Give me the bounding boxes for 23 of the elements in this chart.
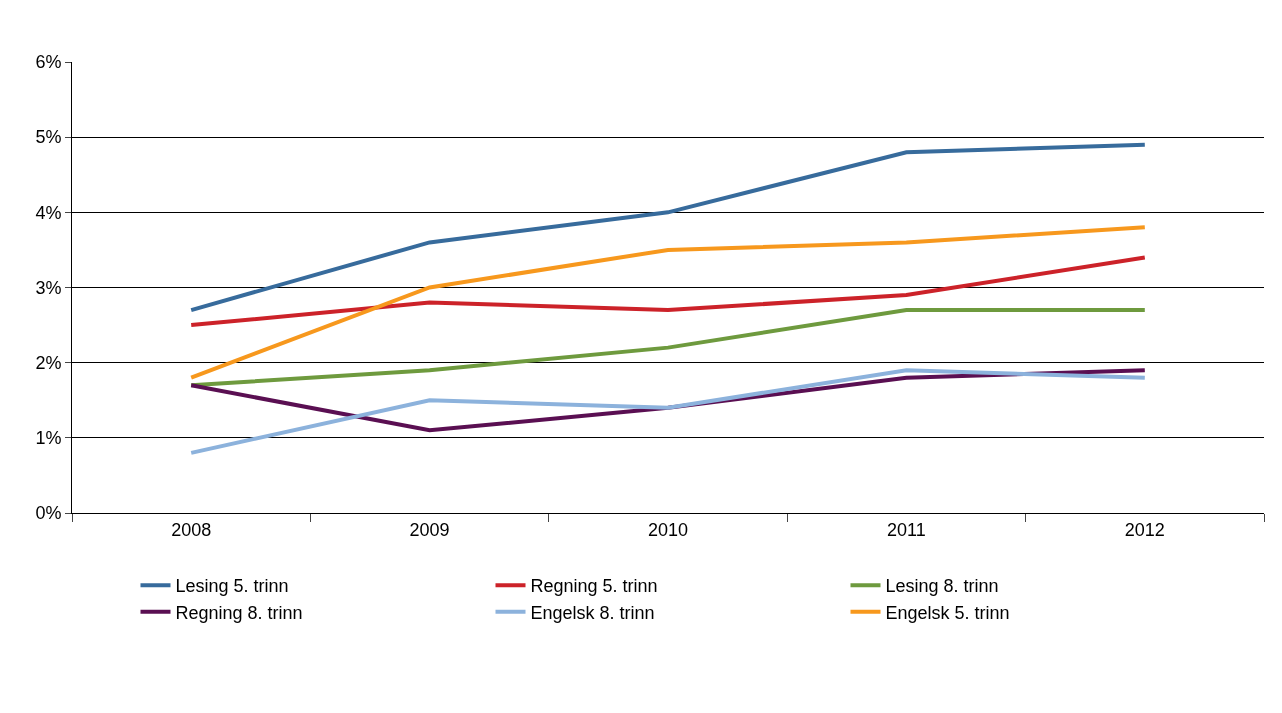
y-tick-label: 1% xyxy=(35,428,62,449)
y-tick-label: 0% xyxy=(35,503,62,524)
x-tick-label: 2010 xyxy=(647,519,689,540)
y-tick-label: 3% xyxy=(35,277,62,298)
line-series xyxy=(189,368,1147,455)
x-tick-label: 2008 xyxy=(171,519,212,540)
line-series xyxy=(189,142,1147,313)
legend-label: Lesing 5. trinn xyxy=(175,576,289,597)
y-tick-label: 4% xyxy=(35,202,62,223)
line-series xyxy=(189,225,1147,380)
legend-label: Lesing 8. trinn xyxy=(885,576,999,597)
line-series xyxy=(189,308,1147,388)
y-tick-label: 5% xyxy=(35,127,62,148)
legend-label: Engelsk 8. trinn xyxy=(530,602,655,623)
line-series xyxy=(189,255,1147,328)
x-tick-label: 2012 xyxy=(1124,519,1165,540)
y-tick-label: 6% xyxy=(35,52,62,73)
legend-label: Regning 5. trinn xyxy=(530,576,658,597)
legend-label: Regning 8. trinn xyxy=(175,602,303,623)
x-tick-label: 2011 xyxy=(887,519,926,540)
y-tick-label: 2% xyxy=(35,352,62,373)
x-tick-label: 2009 xyxy=(409,519,450,540)
legend-label: Engelsk 5. trinn xyxy=(885,602,1010,623)
